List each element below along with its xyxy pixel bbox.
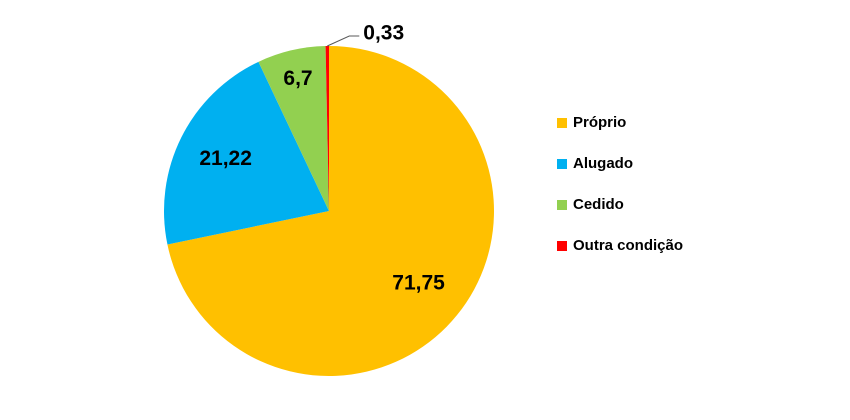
data-label: 0,33 — [363, 22, 404, 45]
pie-slice — [258, 46, 329, 212]
data-label: 6,7 — [283, 67, 312, 90]
legend-label: Outra condição — [573, 237, 683, 254]
leader-line — [327, 35, 360, 47]
legend-label: Alugado — [573, 155, 633, 172]
data-label: 71,75 — [392, 271, 445, 294]
pie-slice — [325, 46, 329, 211]
legend-label: Cedido — [573, 196, 624, 213]
legend-swatch — [557, 200, 567, 210]
legend-label: Próprio — [573, 114, 626, 131]
pie-slice — [167, 46, 495, 376]
legend-swatch — [557, 118, 567, 128]
legend-swatch — [557, 159, 567, 169]
pie-slice — [164, 61, 329, 245]
data-label: 21,22 — [199, 147, 252, 170]
legend-swatch — [557, 241, 567, 251]
